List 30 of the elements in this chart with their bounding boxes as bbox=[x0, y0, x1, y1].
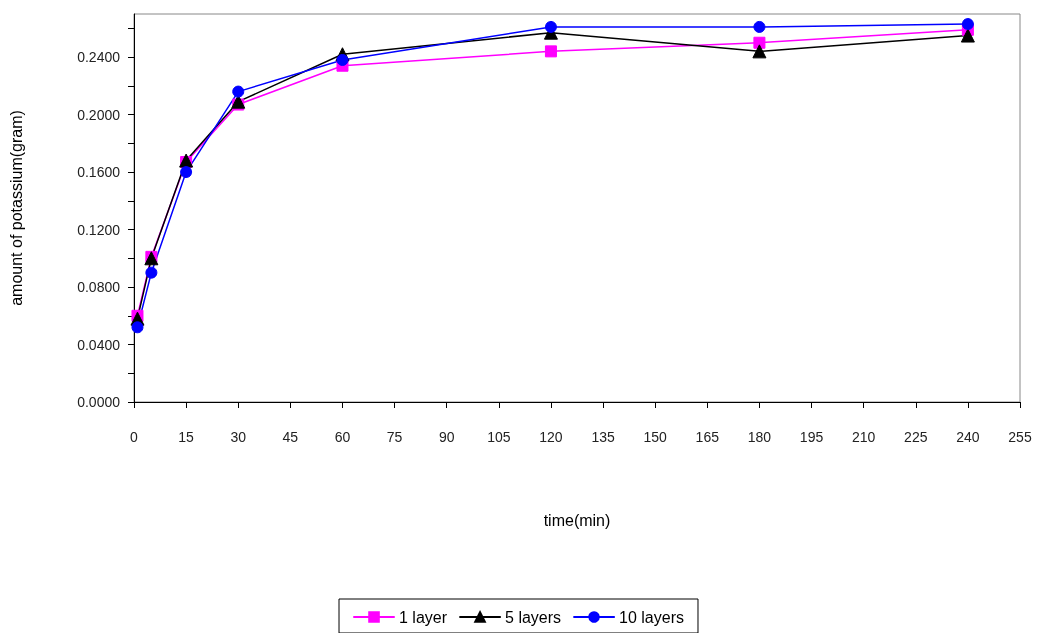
legend-label: 10 layers bbox=[619, 608, 684, 626]
x-tick-label: 15 bbox=[178, 429, 195, 445]
legend-label: 1 layer bbox=[399, 608, 448, 626]
x-tick-label: 165 bbox=[695, 429, 720, 445]
x-tick-label: 105 bbox=[487, 429, 511, 445]
y-tick-label: 0.2000 bbox=[77, 106, 121, 123]
x-tick-label: 240 bbox=[956, 429, 980, 445]
x-tick-label: 75 bbox=[386, 429, 403, 445]
y-tick-label: 0.0800 bbox=[77, 279, 121, 296]
x-tick-label: 0 bbox=[130, 429, 139, 445]
x-tick-label: 45 bbox=[282, 429, 299, 445]
x-tick-label: 225 bbox=[904, 429, 928, 445]
y-tick-label: 0.0000 bbox=[77, 394, 121, 410]
x-tick-label: 135 bbox=[591, 429, 615, 445]
x-tick-label: 30 bbox=[230, 429, 247, 445]
x-tick-label: 90 bbox=[438, 429, 455, 445]
x-tick-label: 210 bbox=[851, 429, 876, 445]
y-tick-label: 0.2400 bbox=[77, 49, 121, 66]
y-tick-label: 0.0400 bbox=[77, 336, 121, 353]
x-axis-title: time(min) bbox=[543, 511, 611, 529]
x-tick-label: 120 bbox=[539, 429, 563, 445]
x-tick-label: 150 bbox=[643, 429, 668, 445]
x-tick-label: 60 bbox=[334, 429, 351, 445]
legend-label: 5 layers bbox=[505, 608, 562, 626]
y-tick-label: 0.1600 bbox=[77, 164, 121, 181]
y-tick-label: 0.1200 bbox=[77, 221, 121, 238]
y-axis-title: amount of potassium(gram) bbox=[7, 110, 25, 306]
x-tick-label: 195 bbox=[799, 429, 824, 445]
x-tick-label: 180 bbox=[747, 429, 772, 445]
x-tick-label: 255 bbox=[1008, 429, 1032, 445]
